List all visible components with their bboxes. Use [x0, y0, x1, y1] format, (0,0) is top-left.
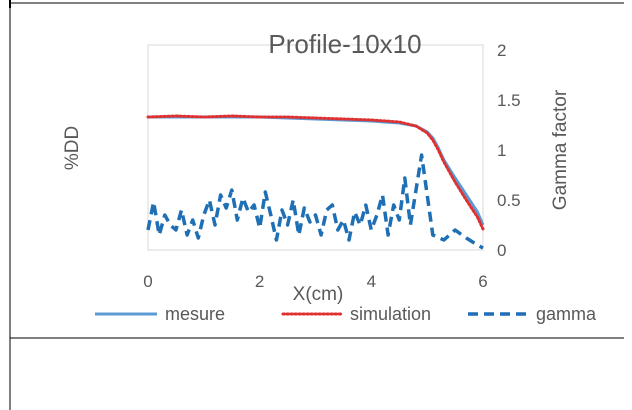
y-axis-left-label: %DD [62, 126, 83, 170]
x-axis-ticks: 0 2 4 6 [143, 272, 487, 291]
x-tick-label: 4 [367, 272, 376, 291]
chart-title: Profile-10x10 [268, 29, 421, 59]
y-right-tick-label: 1 [497, 141, 506, 160]
series-layer [146, 114, 485, 250]
x-tick-label: 2 [255, 272, 264, 291]
plot-area [147, 44, 484, 251]
y-axis-right-ticks: 0 0.5 1 1.5 2 [497, 41, 521, 260]
legend-label-gamma: gamma [536, 304, 597, 324]
series-line-mesure [148, 115, 485, 226]
y-right-tick-label: 0 [497, 241, 506, 260]
x-axis-label: X(cm) [293, 284, 344, 305]
y-right-tick-label: 1.5 [497, 91, 521, 110]
y-right-tick-label: 2 [497, 41, 506, 60]
series-line-simulation [146, 114, 485, 231]
series-line-gamma [146, 153, 484, 250]
y-right-tick-label: 0.5 [497, 191, 521, 210]
legend-label-simulation: simulation [350, 304, 431, 324]
y-axis-right-label: Gamma factor [550, 89, 571, 210]
legend: mesure simulation gamma [95, 304, 597, 324]
x-tick-label: 0 [143, 272, 152, 291]
x-tick-label: 6 [478, 272, 487, 291]
legend-label-mesure: mesure [165, 304, 225, 324]
